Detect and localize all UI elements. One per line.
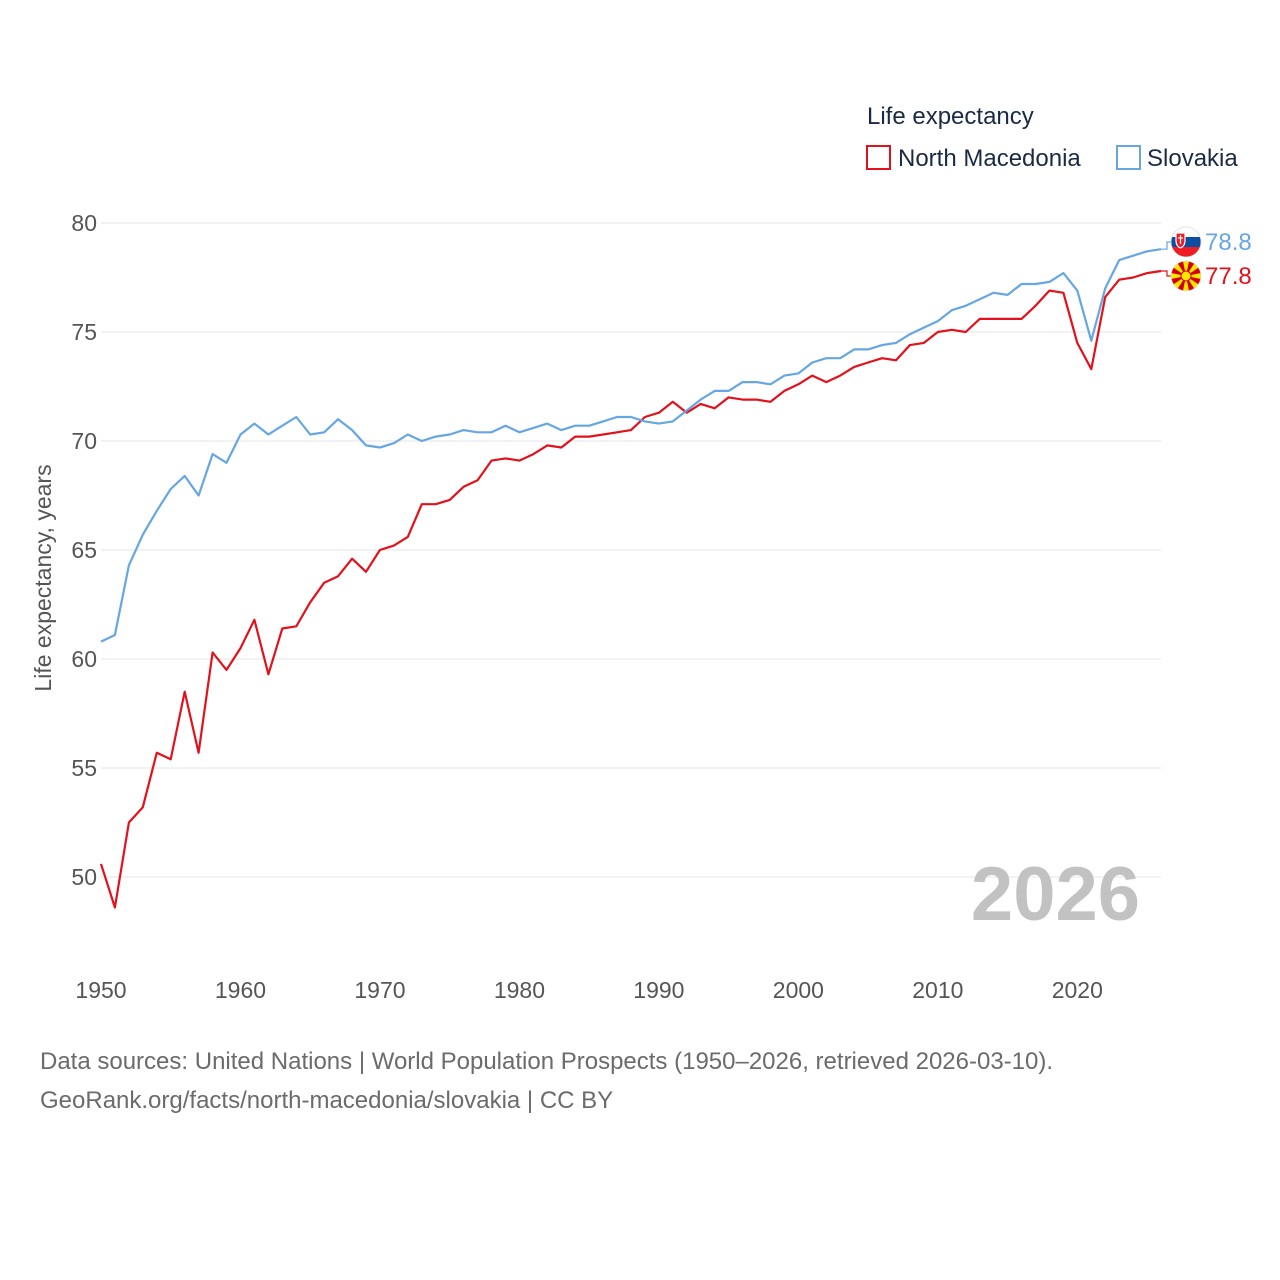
series-line-slovakia bbox=[100, 248, 1162, 643]
north-macedonia-flag-icon bbox=[1170, 260, 1202, 292]
series-line-north-macedonia bbox=[99, 269, 1162, 909]
end-value-label-north-macedonia: 77.8 bbox=[1205, 263, 1252, 290]
series-lines bbox=[99, 248, 1162, 909]
y-tick-label-75: 75 bbox=[71, 319, 97, 345]
x-tick-label-1960: 1960 bbox=[215, 977, 266, 1003]
end-connector bbox=[1161, 241, 1171, 250]
end-connector bbox=[1161, 270, 1171, 277]
y-tick-label-50: 50 bbox=[71, 864, 97, 890]
source-line: Data sources: United Nations | World Pop… bbox=[40, 1048, 1054, 1075]
legend-title: Life expectancy bbox=[867, 103, 1034, 130]
legend: Life expectancy North Macedonia Slovakia bbox=[866, 103, 1238, 172]
x-tick-label-1980: 1980 bbox=[494, 977, 545, 1003]
legend-label-north-macedonia: North Macedonia bbox=[898, 145, 1081, 172]
y-tick-label-55: 55 bbox=[71, 755, 97, 781]
legend-label-slovakia: Slovakia bbox=[1147, 145, 1238, 172]
x-axis-ticks: 1950 1960 1970 1980 1990 2000 2010 2020 bbox=[75, 977, 1102, 1003]
end-value-label-slovakia: 78.8 bbox=[1205, 229, 1252, 256]
legend-swatch-north-macedonia bbox=[866, 145, 891, 170]
source-url-line: GeoRank.org/facts/north-macedonia/slovak… bbox=[40, 1087, 614, 1114]
x-tick-label-1970: 1970 bbox=[354, 977, 405, 1003]
life-expectancy-chart: 50 55 60 65 70 75 80 1950 1960 1970 1980 1990 2000 2… bbox=[30, 103, 1252, 1003]
x-tick-label-2010: 2010 bbox=[912, 977, 963, 1003]
x-tick-label-1950: 1950 bbox=[75, 977, 126, 1003]
legend-swatch-slovakia bbox=[1116, 145, 1141, 170]
data-source-footer: Data sources: United Nations | World Pop… bbox=[40, 1042, 1250, 1120]
end-labels: 77.8 78.8 bbox=[1161, 226, 1252, 292]
slovakia-flag-icon bbox=[1170, 226, 1202, 258]
legend-item-north-macedonia[interactable]: North Macedonia bbox=[866, 145, 1081, 172]
y-tick-label-65: 65 bbox=[71, 537, 97, 563]
legend-item-slovakia[interactable]: Slovakia bbox=[1116, 145, 1238, 172]
y-tick-label-80: 80 bbox=[71, 210, 97, 236]
x-tick-label-2000: 2000 bbox=[773, 977, 824, 1003]
grid-lines bbox=[101, 222, 1161, 878]
y-axis-label: Life expectancy, years bbox=[30, 464, 56, 691]
x-tick-label-1990: 1990 bbox=[633, 977, 684, 1003]
y-axis-ticks: 50 55 60 65 70 75 80 bbox=[71, 210, 97, 890]
year-watermark: 2026 bbox=[971, 852, 1140, 937]
x-tick-label-2020: 2020 bbox=[1052, 977, 1103, 1003]
y-tick-label-70: 70 bbox=[71, 428, 97, 454]
y-tick-label-60: 60 bbox=[71, 646, 97, 672]
